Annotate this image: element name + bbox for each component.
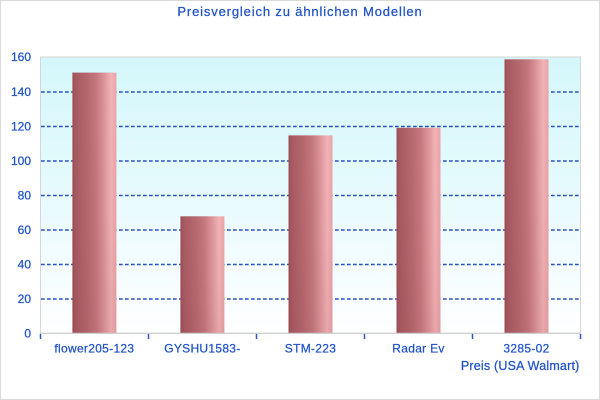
- svg-text:60: 60: [18, 223, 32, 237]
- svg-text:Preisvergleich zu ähnlichen Mo: Preisvergleich zu ähnlichen Modellen: [177, 4, 422, 19]
- svg-text:40: 40: [18, 258, 32, 272]
- svg-text:3285-02: 3285-02: [503, 341, 549, 355]
- svg-text:GYSHU1583-: GYSHU1583-: [164, 341, 240, 355]
- svg-text:80: 80: [18, 189, 32, 203]
- svg-text:Preis (USA Walmart): Preis (USA Walmart): [461, 359, 580, 373]
- svg-text:140: 140: [11, 85, 31, 99]
- svg-text:120: 120: [11, 120, 31, 134]
- svg-text:Radar Ev: Radar Ev: [392, 341, 444, 355]
- svg-text:160: 160: [11, 50, 31, 64]
- svg-text:20: 20: [18, 292, 32, 306]
- svg-text:0: 0: [24, 326, 31, 340]
- svg-text:flower205-123: flower205-123: [54, 341, 134, 355]
- svg-text:100: 100: [11, 154, 31, 168]
- svg-text:STM-223: STM-223: [285, 341, 336, 355]
